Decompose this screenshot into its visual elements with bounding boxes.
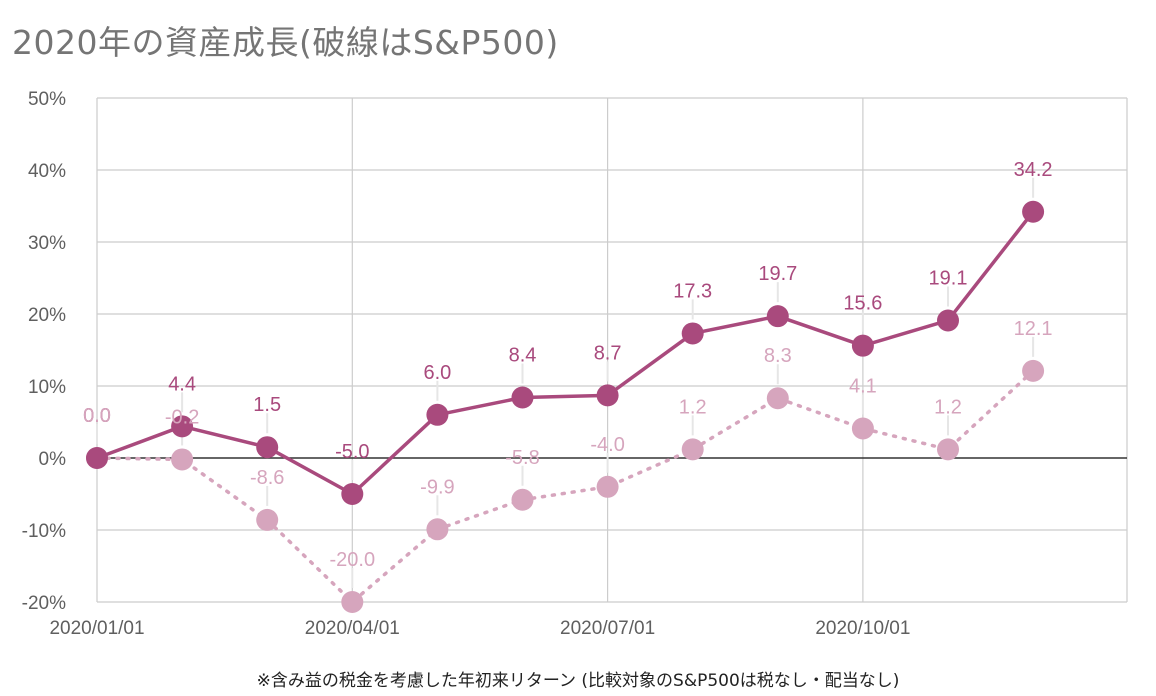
- sp500-point: [426, 518, 449, 541]
- portfolio-point: [426, 403, 449, 426]
- sp500-point: [256, 508, 279, 531]
- portfolio-data-label: 8.7: [594, 342, 622, 364]
- sp500-series-line: [95, 369, 1035, 604]
- chart-title: 2020年の資産成長(破線はS&P500): [12, 23, 559, 62]
- sp500-data-label: -0.2: [165, 406, 199, 428]
- x-tick-label: 2020/07/01: [560, 618, 655, 639]
- sp500-data-label: -8.6: [250, 467, 284, 489]
- x-tick-label: 2020/10/01: [815, 618, 910, 639]
- y-tick-label: -20%: [22, 593, 66, 614]
- y-tick-label: 20%: [28, 305, 66, 326]
- portfolio-data-label: 15.6: [843, 293, 882, 315]
- sp500-data-label: 1.2: [679, 396, 707, 418]
- sp500-data-label: 0.0: [83, 405, 111, 427]
- portfolio-point: [256, 436, 279, 459]
- portfolio-data-label: 6.0: [423, 362, 451, 384]
- sp500-data-label: -20.0: [330, 549, 376, 571]
- sp500-data-label: -9.9: [420, 476, 454, 498]
- y-tick-label: 50%: [28, 89, 66, 110]
- sp500-point: [341, 591, 364, 613]
- sp500-point: [937, 438, 959, 461]
- portfolio-series-line: [96, 210, 1035, 496]
- portfolio-point: [851, 334, 874, 357]
- portfolio-point: [681, 322, 704, 345]
- portfolio-data-label: 34.2: [1014, 159, 1053, 181]
- x-tick-label: 2020/04/01: [305, 618, 400, 639]
- sp500-data-label: 1.2: [934, 396, 962, 418]
- sp500-data-label: -5.8: [505, 447, 539, 469]
- portfolio-point: [511, 386, 534, 409]
- sp500-data-label: 12.1: [1014, 318, 1053, 340]
- portfolio-point: [171, 415, 194, 438]
- portfolio-data-label: -5.0: [335, 441, 369, 463]
- portfolio-data-label: 19.1: [929, 267, 968, 289]
- portfolio-data-label: 1.5: [253, 394, 281, 416]
- sp500-point: [596, 475, 619, 498]
- y-tick-label: -10%: [22, 521, 66, 542]
- sp500-point: [1022, 359, 1045, 382]
- portfolio-data-label: 8.4: [509, 345, 537, 367]
- portfolio-point: [341, 483, 364, 505]
- sp500-point: [511, 488, 534, 511]
- sp500-point: [681, 438, 704, 461]
- portfolio-point: [596, 384, 619, 407]
- sp500-point: [766, 387, 789, 410]
- sp500-data-label: -4.0: [590, 434, 624, 456]
- chart-footnote: ※含み益の税金を考慮した年初来リターン (比較対象のS&P500は税なし・配当な…: [256, 671, 900, 691]
- y-tick-label: 10%: [28, 377, 66, 398]
- y-tick-label: 0%: [39, 449, 67, 470]
- portfolio-point: [1022, 200, 1045, 223]
- sp500-point: [851, 417, 874, 440]
- portfolio-point: [937, 309, 959, 332]
- sp500-data-label: 4.1: [849, 375, 877, 397]
- portfolio-point: [766, 305, 789, 328]
- portfolio-data-label: 0.0: [83, 405, 111, 427]
- portfolio-data-label: 19.7: [758, 263, 797, 285]
- sp500-data-label: 8.3: [764, 345, 792, 367]
- y-tick-label: 30%: [28, 233, 66, 254]
- x-tick-label: 2020/01/01: [49, 618, 144, 639]
- sp500-point: [171, 448, 194, 471]
- portfolio-data-label: 4.4: [168, 373, 196, 395]
- portfolio-data-label: 17.3: [673, 280, 712, 302]
- y-tick-label: 40%: [28, 161, 66, 182]
- portfolio-point: [86, 447, 108, 469]
